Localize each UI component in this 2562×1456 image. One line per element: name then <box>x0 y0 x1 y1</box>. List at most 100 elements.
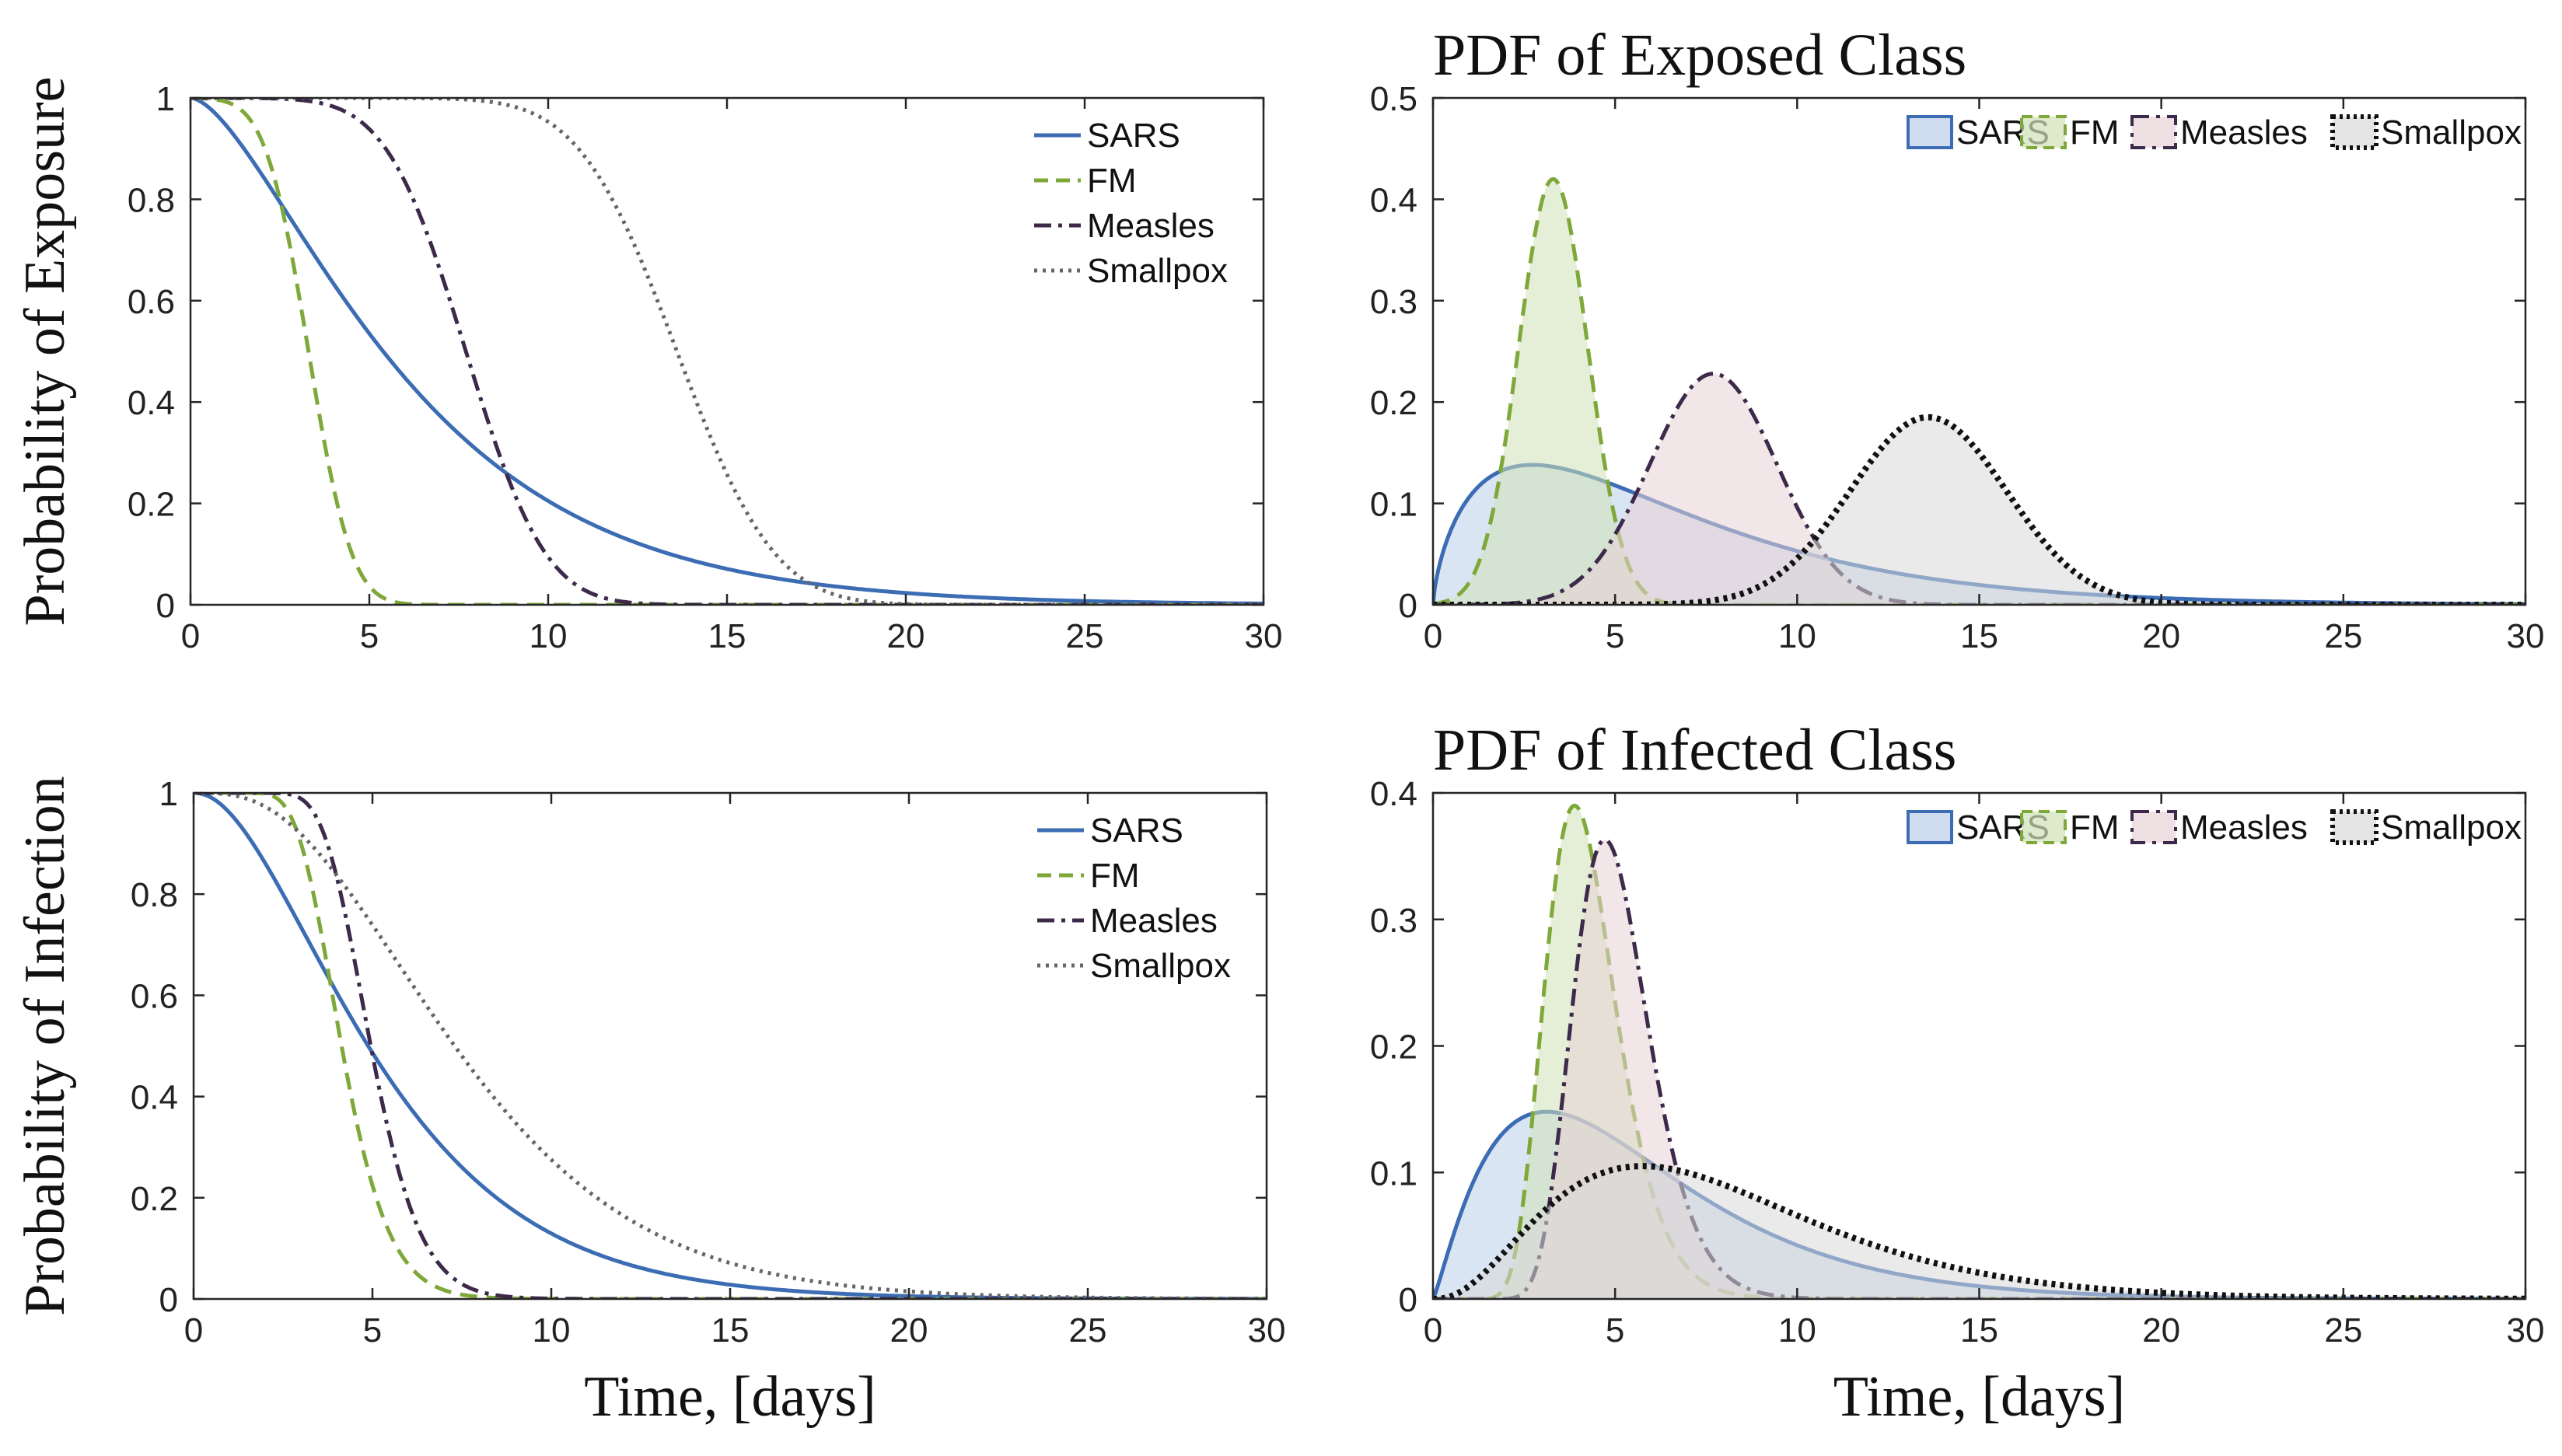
y-tick-label: 0.2 <box>128 486 175 524</box>
legend-label-measles: Measles <box>1087 207 1215 245</box>
y-tick-label: 0.6 <box>128 283 175 321</box>
x-tick-label: 0 <box>1424 1311 1442 1350</box>
y-tick-label: 0.4 <box>128 384 175 422</box>
legend-swatch-fm <box>2020 810 2067 844</box>
x-tick-label: 10 <box>1778 617 1816 655</box>
y-tick-label: 0.8 <box>128 181 175 219</box>
x-tick-label: 15 <box>711 1311 750 1350</box>
y-axis-label: Probability of Exposure <box>13 76 77 626</box>
y-tick-label: 0.2 <box>1370 384 1417 422</box>
legend-label-fm: FM <box>2070 113 2120 152</box>
legend-label-sars: SARS <box>1087 117 1180 155</box>
legend-swatch-sars <box>1907 115 1953 149</box>
y-tick-label: 0.1 <box>1370 1154 1417 1192</box>
legend-label-smallpox: Smallpox <box>2381 808 2522 847</box>
y-tick-label: 0.4 <box>1370 775 1417 813</box>
legend: SARS FM Measles Smallpox <box>1037 812 1231 985</box>
series-line-fm <box>1433 176 2525 605</box>
y-axis-label: Probability of Infection <box>13 776 77 1316</box>
y-tick-label: 0.4 <box>1370 181 1417 219</box>
x-tick-label: 5 <box>363 1311 382 1350</box>
y-tick-label: 1 <box>159 775 178 813</box>
x-tick-label: 25 <box>2324 617 2362 655</box>
y-tick-label: 0.3 <box>1370 902 1417 940</box>
x-tick-label: 0 <box>181 617 200 655</box>
x-tick-label: 30 <box>2507 617 2545 655</box>
legend-swatch-sars <box>1907 810 1953 844</box>
y-tick-label: 0.5 <box>1370 80 1417 118</box>
y-tick-label: 0 <box>156 587 175 625</box>
legend-label-measles: Measles <box>1090 902 1218 940</box>
x-tick-label: 10 <box>533 1311 571 1350</box>
chart-title: PDF of Exposed Class <box>1433 23 1966 88</box>
y-tick-label: 0.1 <box>1370 486 1417 524</box>
legend-label-smallpox: Smallpox <box>1087 252 1228 290</box>
chart-infected-pdf: 0 5 10 15 20 25 30 0 0.1 0.2 0.3 0.4 PDF of Infected… <box>1370 718 2545 1429</box>
legend-label-fm: FM <box>1087 162 1137 200</box>
legend-swatch-smallpox <box>2330 809 2379 845</box>
x-tick-label: 25 <box>1069 1311 1107 1350</box>
legend-label-smallpox: Smallpox <box>2381 113 2522 152</box>
y-tick-label: 0 <box>1399 587 1417 625</box>
series-line-smallpox <box>190 98 1264 605</box>
x-tick-label: 20 <box>2142 617 2180 655</box>
x-tick-label: 0 <box>1424 617 1442 655</box>
y-tick-label: 0 <box>1399 1281 1417 1319</box>
x-tick-label: 0 <box>184 1311 203 1350</box>
x-tick-label: 25 <box>2324 1311 2362 1350</box>
y-tick-label: 0.6 <box>131 977 178 1015</box>
x-tick-label: 30 <box>1248 1311 1286 1350</box>
legend-label-sars: SARS <box>1090 812 1183 850</box>
chart-infection-prob: 0 5 10 15 20 25 30 0 0.2 0.4 0.6 0.8 1 Time, [days] Pr… <box>13 775 1285 1429</box>
legend-label-fm: FM <box>1090 857 1140 895</box>
chart-exposure-prob: 0 5 10 15 20 25 30 0 0.2 0.4 0.6 0.8 1 Probability of… <box>13 76 1282 655</box>
y-tick-label: 1 <box>156 80 175 118</box>
x-tick-label: 25 <box>1066 617 1104 655</box>
x-tick-label: 20 <box>887 617 925 655</box>
x-tick-label: 10 <box>1778 1311 1816 1350</box>
legend-label-measles: Measles <box>2180 808 2308 847</box>
series-line-measles <box>194 793 1267 1299</box>
y-tick-label: 0.8 <box>131 876 178 914</box>
y-tick-label: 0.4 <box>131 1079 178 1117</box>
x-tick-label: 15 <box>1960 617 1998 655</box>
x-tick-label: 20 <box>2142 1311 2180 1350</box>
x-axis-label: Time, [days] <box>1833 1365 2126 1429</box>
legend-swatch-measles <box>2130 115 2177 149</box>
legend-swatch-smallpox <box>2330 114 2379 150</box>
y-tick-label: 0 <box>159 1281 178 1319</box>
y-tick-label: 0.2 <box>131 1180 178 1218</box>
series-area-smallpox <box>1433 1166 2525 1299</box>
x-axis-label: Time, [days] <box>584 1365 876 1429</box>
plot-area <box>1433 176 2525 605</box>
x-tick-label: 30 <box>2507 1311 2545 1350</box>
x-tick-label: 15 <box>708 617 746 655</box>
series-line-measles <box>1433 837 2525 1299</box>
chart-title: PDF of Infected Class <box>1433 718 1956 783</box>
series-line-measles <box>190 98 1264 605</box>
x-tick-label: 15 <box>1960 1311 1998 1350</box>
x-tick-label: 20 <box>890 1311 928 1350</box>
chart-exposed-pdf: 0 5 10 15 20 25 30 0 0.1 0.2 0.3 0.4 0.5 PDF of Expos… <box>1370 23 2545 655</box>
series-area-measles <box>1433 373 2525 605</box>
legend-label-measles: Measles <box>2180 113 2308 152</box>
series-area-fm <box>1433 179 2525 605</box>
x-tick-label: 10 <box>530 617 568 655</box>
plot-area <box>1433 803 2525 1299</box>
series-area-smallpox <box>1433 417 2525 605</box>
legend-swatch-fm <box>2020 115 2067 149</box>
y-tick-label: 0.2 <box>1370 1028 1417 1067</box>
legend-swatch-measles <box>2130 810 2177 844</box>
legend: SARS FM Measles Smallpox <box>1034 117 1228 290</box>
y-tick-label: 0.3 <box>1370 283 1417 321</box>
x-tick-label: 5 <box>360 617 379 655</box>
series-line-fm <box>194 793 1267 1299</box>
legend-label-fm: FM <box>2070 808 2120 847</box>
x-tick-label: 30 <box>1245 617 1283 655</box>
legend-label-smallpox: Smallpox <box>1090 947 1231 985</box>
x-tick-label: 5 <box>1606 1311 1624 1350</box>
x-tick-label: 5 <box>1606 617 1624 655</box>
